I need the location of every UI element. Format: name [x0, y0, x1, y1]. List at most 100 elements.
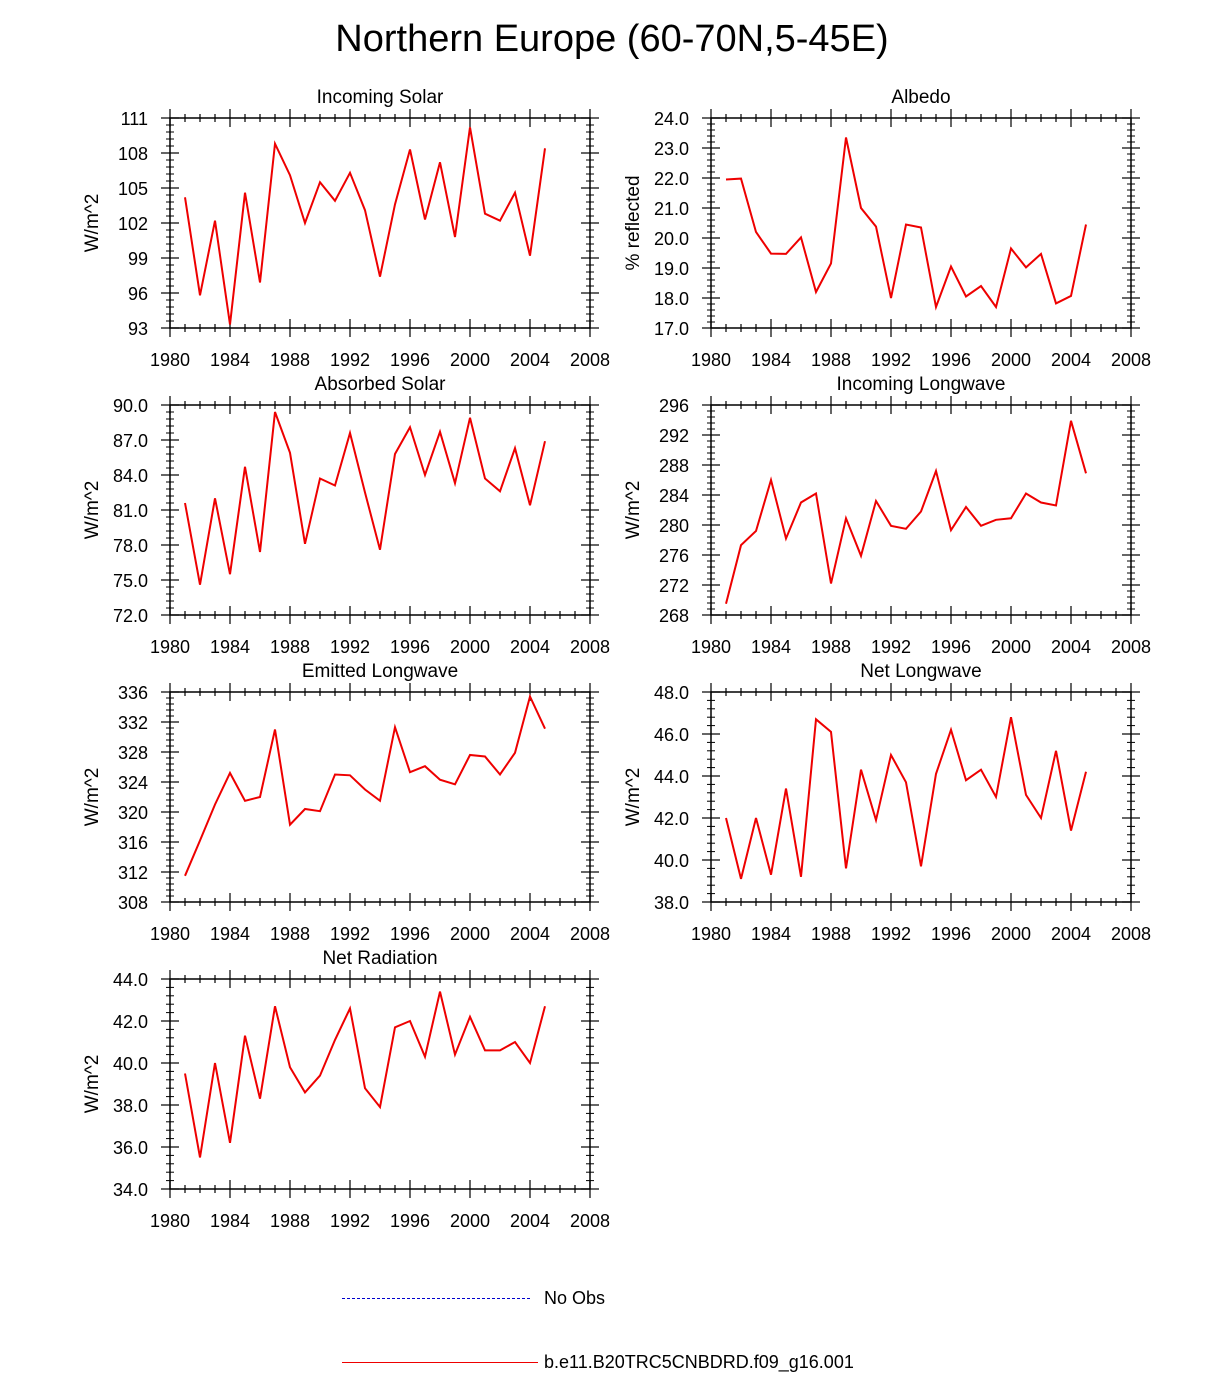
page-title: Northern Europe (60-70N,5-45E) — [335, 18, 889, 60]
y-tick-label: 268 — [659, 606, 689, 626]
x-tick-label: 1992 — [330, 924, 370, 944]
y-tick-label: 284 — [659, 486, 689, 506]
chart-panel-1: Albedo % reflected 1980 1984 1988 1992 1996 200… — [623, 87, 1151, 370]
y-tick-label: 44.0 — [654, 767, 689, 787]
y-tick-label: 312 — [118, 863, 148, 883]
legend-item-model: b.e11.B20TRC5CNBDRD.f09_g16.001 — [340, 1350, 940, 1374]
y-tick-label: 90.0 — [113, 396, 148, 416]
x-tick-label: 1988 — [811, 637, 851, 657]
chart-panel-3: Incoming Longwave W/m^2 1980 1984 1988 1992 19… — [623, 374, 1151, 657]
legend-label-model: b.e11.B20TRC5CNBDRD.f09_g16.001 — [544, 1352, 854, 1372]
x-tick-label: 1984 — [210, 1211, 250, 1231]
x-tick-label: 2008 — [570, 637, 610, 657]
y-tick-label: 18.0 — [654, 289, 689, 309]
y-tick-label: 102 — [118, 214, 148, 234]
chart-panel-6: Net Radiation W/m^2 1980 1984 1988 1992 1996 20… — [82, 948, 610, 1231]
legend-dashed-line — [342, 1298, 530, 1299]
y-tick-label: 36.0 — [113, 1138, 148, 1158]
y-tick-label: 108 — [118, 144, 148, 164]
x-tick-label: 1988 — [270, 1211, 310, 1231]
x-tick-label: 1980 — [691, 637, 731, 657]
series-line-model — [184, 693, 546, 877]
y-axis-label: W/m^2 — [82, 481, 103, 540]
series-line-model — [725, 420, 1087, 605]
panel-title: Absorbed Solar — [315, 374, 447, 395]
series-line-model — [184, 411, 546, 585]
series-line-model — [725, 137, 1087, 311]
y-tick-label: 272 — [659, 576, 689, 596]
y-tick-label: 44.0 — [113, 970, 148, 990]
x-tick-label: 1992 — [330, 350, 370, 370]
y-tick-label: 292 — [659, 426, 689, 446]
x-tick-label: 1988 — [270, 924, 310, 944]
x-tick-label: 1984 — [751, 924, 791, 944]
y-tick-label: 332 — [118, 713, 148, 733]
y-axis-label: % reflected — [623, 175, 644, 270]
x-tick-label: 2000 — [991, 924, 1031, 944]
x-tick-label: 1984 — [751, 637, 791, 657]
x-tick-label: 1992 — [871, 637, 911, 657]
chart-panel-0: Incoming Solar W/m^2 1980 1984 1988 1992 1996 2… — [82, 87, 610, 370]
y-tick-label: 48.0 — [654, 683, 689, 703]
panel-title: Net Longwave — [860, 661, 981, 682]
y-tick-label: 38.0 — [113, 1096, 148, 1116]
x-tick-label: 1980 — [150, 924, 190, 944]
x-tick-label: 1980 — [150, 350, 190, 370]
chart-panel-4: Emitted Longwave W/m^2 1980 1984 1988 1992 199… — [82, 661, 610, 944]
x-tick-label: 1988 — [270, 350, 310, 370]
y-tick-label: 105 — [118, 179, 148, 199]
x-tick-label: 2000 — [991, 350, 1031, 370]
x-tick-label: 1992 — [330, 637, 370, 657]
series-line-model — [725, 717, 1087, 880]
y-tick-label: 288 — [659, 456, 689, 476]
legend-solid-line — [342, 1362, 538, 1363]
x-tick-label: 2008 — [1111, 350, 1151, 370]
y-tick-label: 19.0 — [654, 259, 689, 279]
y-tick-label: 72.0 — [113, 606, 148, 626]
y-tick-label: 308 — [118, 893, 148, 913]
y-tick-label: 87.0 — [113, 431, 148, 451]
x-tick-label: 2004 — [1051, 637, 1091, 657]
panel-title: Albedo — [891, 87, 950, 108]
x-tick-label: 1988 — [811, 924, 851, 944]
x-tick-label: 1996 — [931, 924, 971, 944]
x-tick-label: 1980 — [150, 637, 190, 657]
y-tick-label: 40.0 — [654, 851, 689, 871]
legend-label-no-obs: No Obs — [544, 1288, 606, 1308]
y-tick-label: 324 — [118, 773, 148, 793]
x-tick-label: 1996 — [390, 350, 430, 370]
x-tick-label: 2004 — [510, 350, 550, 370]
y-axis-label: W/m^2 — [82, 768, 103, 827]
y-tick-label: 22.0 — [654, 169, 689, 189]
y-tick-label: 42.0 — [654, 809, 689, 829]
x-tick-label: 2004 — [510, 1211, 550, 1231]
y-tick-label: 276 — [659, 546, 689, 566]
y-axis-label: W/m^2 — [623, 768, 644, 827]
plot-frame — [169, 404, 591, 616]
x-tick-label: 2004 — [1051, 924, 1091, 944]
y-tick-label: 81.0 — [113, 501, 148, 521]
y-tick-label: 320 — [118, 803, 148, 823]
panel-title: Incoming Solar — [317, 87, 444, 108]
x-tick-label: 1996 — [390, 1211, 430, 1231]
x-tick-label: 2004 — [510, 637, 550, 657]
x-tick-label: 1984 — [210, 924, 250, 944]
y-tick-label: 21.0 — [654, 199, 689, 219]
y-axis-label: W/m^2 — [82, 194, 103, 253]
x-tick-label: 2008 — [570, 1211, 610, 1231]
x-tick-label: 1980 — [691, 350, 731, 370]
y-tick-label: 280 — [659, 516, 689, 536]
x-tick-label: 1984 — [210, 637, 250, 657]
x-tick-label: 1992 — [330, 1211, 370, 1231]
x-tick-label: 1984 — [751, 350, 791, 370]
x-tick-label: 2000 — [450, 924, 490, 944]
y-tick-label: 38.0 — [654, 893, 689, 913]
x-tick-label: 2008 — [1111, 637, 1151, 657]
y-tick-label: 78.0 — [113, 536, 148, 556]
y-tick-label: 99 — [128, 249, 148, 269]
x-tick-label: 1996 — [390, 637, 430, 657]
y-tick-label: 20.0 — [654, 229, 689, 249]
panel-title: Incoming Longwave — [837, 374, 1006, 395]
y-tick-label: 93 — [128, 319, 148, 339]
